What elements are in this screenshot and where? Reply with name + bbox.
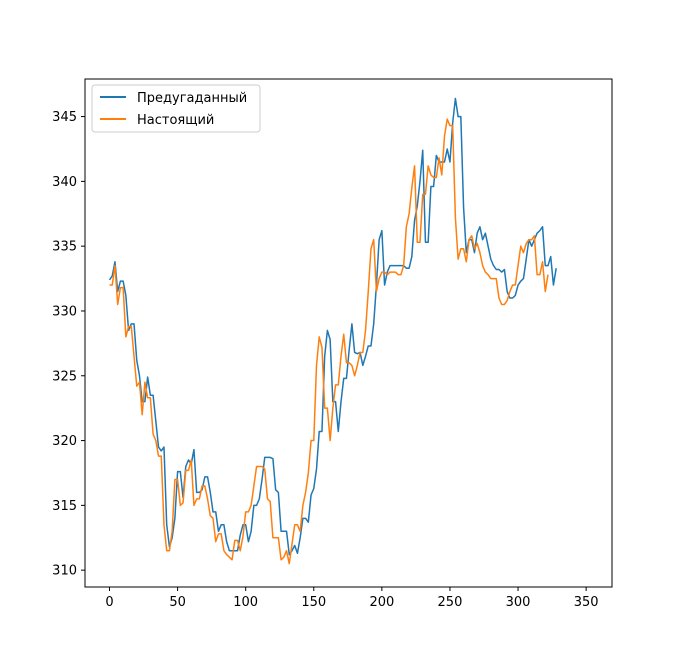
x-tick-label: 0 bbox=[105, 595, 113, 610]
x-tick-label: 100 bbox=[233, 595, 258, 610]
y-tick-label: 315 bbox=[52, 499, 77, 514]
y-tick-label: 330 bbox=[52, 304, 77, 319]
x-tick-label: 150 bbox=[301, 595, 326, 610]
y-tick-label: 310 bbox=[52, 564, 77, 579]
legend: Предугаданный Настоящий bbox=[91, 84, 261, 133]
legend-box bbox=[91, 84, 261, 133]
y-tick-label: 320 bbox=[52, 434, 77, 449]
plot-frame bbox=[84, 78, 613, 588]
x-tick-label: 300 bbox=[506, 595, 531, 610]
y-tick-label: 325 bbox=[52, 369, 77, 384]
legend-label-actual: Настоящий bbox=[137, 113, 214, 128]
series-line-actual bbox=[109, 118, 549, 565]
x-tick-label: 50 bbox=[169, 595, 186, 610]
y-tick-label: 345 bbox=[52, 110, 77, 125]
y-tick-label: 340 bbox=[52, 175, 77, 190]
x-axis: 0 50 100 150 200 250 300 350 bbox=[105, 587, 599, 610]
legend-label-predicted: Предугаданный bbox=[137, 91, 247, 106]
x-tick-label: 250 bbox=[438, 595, 463, 610]
x-tick-label: 350 bbox=[574, 595, 599, 610]
y-tick-label: 335 bbox=[52, 240, 77, 255]
x-tick-label: 200 bbox=[369, 595, 394, 610]
series-layer bbox=[108, 97, 557, 565]
y-axis: 310 315 320 325 330 335 340 345 bbox=[52, 110, 85, 579]
